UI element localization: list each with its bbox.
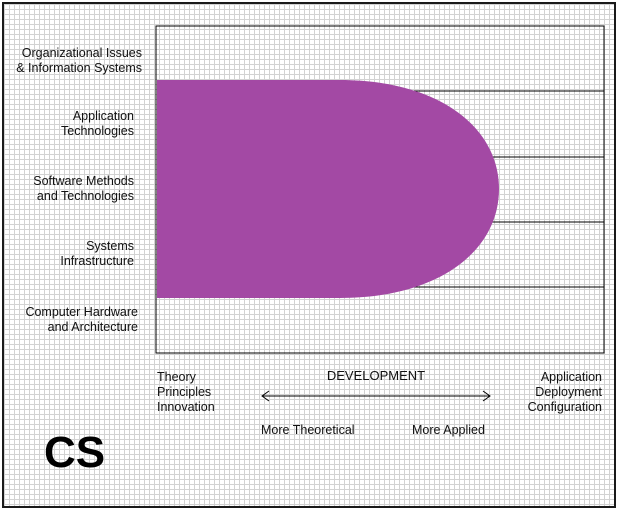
more-theoretical-label: More Theoretical — [261, 423, 355, 437]
row-label-application-technologies: Application Technologies — [61, 109, 134, 139]
row-label-line: and Architecture — [47, 320, 138, 334]
row-label-line: Application — [72, 109, 134, 123]
row-label-line: Infrastructure — [60, 254, 134, 268]
right-axis-line: Application — [540, 370, 602, 384]
right-axis-line: Deployment — [535, 385, 602, 399]
left-axis-label: Theory Principles Innovation — [157, 370, 215, 415]
row-label-organizational-issues: Organizational Issues & Information Syst… — [16, 46, 142, 76]
chart-box — [155, 25, 605, 354]
row-label-line: & Information Systems — [16, 61, 142, 75]
row-label-line: Computer Hardware — [25, 305, 138, 319]
development-title: DEVELOPMENT — [326, 368, 426, 383]
more-applied-label: More Applied — [412, 423, 485, 437]
row-label-computer-hardware: Computer Hardware and Architecture — [25, 305, 138, 335]
row-label-systems-infrastructure: Systems Infrastructure — [60, 239, 134, 269]
cs-coverage-region — [157, 80, 499, 298]
row-label-line: Technologies — [61, 124, 134, 138]
development-arrow — [261, 390, 491, 402]
row-label-line: Systems — [86, 239, 134, 253]
left-axis-line: Theory — [157, 370, 196, 384]
row-label-software-methods: Software Methods and Technologies — [33, 174, 134, 204]
row-label-line: Software Methods — [33, 174, 134, 188]
discipline-label: CS — [44, 428, 106, 477]
right-axis-line: Configuration — [527, 400, 602, 414]
left-axis-line: Innovation — [157, 400, 215, 414]
left-axis-line: Principles — [157, 385, 212, 399]
right-axis-label: Application Deployment Configuration — [528, 370, 602, 415]
row-label-line: and Technologies — [36, 189, 134, 203]
row-label-line: Organizational Issues — [21, 46, 142, 60]
